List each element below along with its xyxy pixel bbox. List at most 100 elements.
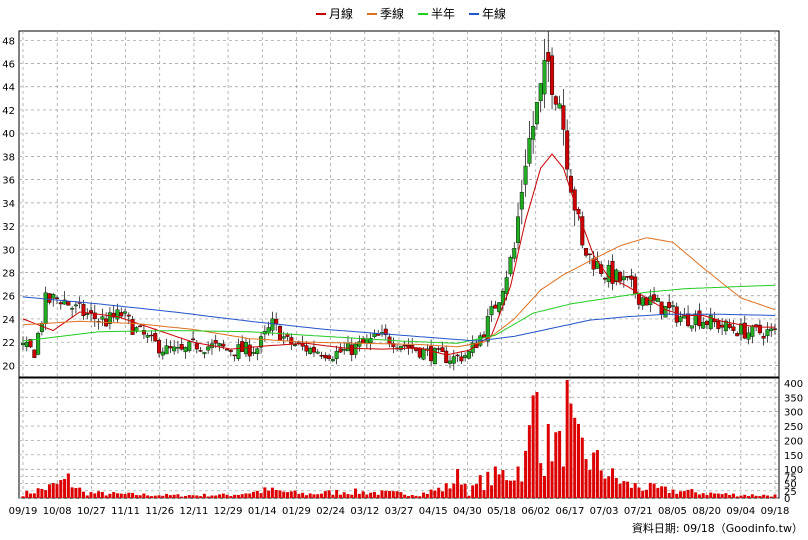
date-tick-label: 01/29	[282, 506, 311, 517]
volume-bar	[168, 495, 172, 498]
candle-body	[206, 346, 211, 351]
candle-body	[663, 306, 668, 318]
candle-body	[429, 346, 434, 362]
candle-body	[123, 311, 128, 314]
volume-bar	[599, 470, 603, 498]
candle-body	[126, 314, 131, 317]
volume-bar	[259, 493, 263, 498]
candle-body	[444, 350, 449, 364]
candle-body	[610, 260, 615, 284]
date-tick-label: 09/18	[761, 506, 790, 517]
volume-bar	[112, 492, 116, 498]
candle-body	[293, 344, 298, 347]
candle-body	[448, 360, 453, 364]
volume-bar	[531, 395, 535, 498]
volume-bar	[406, 496, 410, 498]
volume-bar	[149, 496, 153, 498]
volume-bar	[40, 488, 44, 498]
volume-bar	[403, 494, 407, 498]
candle-body	[485, 316, 490, 342]
candle-body	[149, 334, 154, 337]
candle-body	[553, 96, 558, 105]
candle-body	[527, 138, 532, 164]
volume-bar	[134, 495, 138, 498]
candle-body	[670, 305, 675, 307]
date-tick-label: 09/19	[9, 506, 38, 517]
volume-bar	[618, 483, 622, 498]
volume-bar	[603, 478, 607, 498]
candle-body	[436, 348, 441, 350]
candle-body	[534, 101, 539, 125]
volume-bar	[709, 492, 713, 498]
volume-bar	[682, 491, 686, 498]
candle-body	[421, 348, 426, 360]
candle-body	[323, 355, 328, 359]
candle-body	[274, 318, 279, 325]
volume-bar	[433, 490, 437, 498]
date-tick-label: 03/12	[350, 506, 379, 517]
candle-body	[58, 302, 63, 305]
candle-body	[191, 338, 196, 341]
volume-bar	[131, 492, 135, 498]
candle-body	[85, 313, 90, 315]
volume-bar	[376, 494, 380, 498]
date-tick-label: 11/11	[111, 506, 140, 517]
volume-bar	[663, 486, 667, 498]
volume-bar	[542, 475, 546, 498]
candle-body	[459, 356, 464, 362]
volume-bar	[369, 492, 373, 498]
candle-body	[228, 350, 233, 352]
volume-bar	[331, 494, 335, 498]
date-tick-label: 10/27	[77, 506, 106, 517]
volume-bar	[153, 495, 157, 498]
volume-bar	[51, 483, 55, 498]
volume-bar	[418, 496, 422, 498]
volume-bar	[354, 488, 358, 498]
volume-bar	[471, 485, 475, 498]
candle-body	[519, 192, 524, 210]
volume-bar	[327, 490, 331, 498]
candle-body	[251, 352, 256, 354]
volume-bar	[546, 423, 550, 498]
candle-body	[179, 344, 184, 350]
date-tick-label: 06/17	[555, 506, 584, 517]
volume-bar	[218, 494, 222, 498]
candle-body	[319, 355, 324, 357]
candle-body	[349, 344, 354, 355]
price-tick-label: 44	[2, 83, 15, 94]
volume-bar	[679, 491, 683, 498]
volume-bar	[754, 495, 758, 498]
volume-bar	[595, 450, 599, 498]
candle-body	[225, 349, 230, 351]
volume-bar	[580, 437, 584, 498]
volume-bar	[592, 452, 596, 498]
date-tick-label: 12/29	[214, 506, 243, 517]
candle-body	[89, 310, 94, 313]
candle-body	[463, 355, 468, 358]
candle-body	[451, 356, 456, 364]
volume-bar	[697, 494, 701, 498]
candle-body	[217, 343, 222, 347]
candle-body	[761, 335, 766, 339]
volume-bar	[391, 491, 395, 498]
volume-bar	[119, 493, 123, 498]
volume-bar	[380, 490, 384, 498]
volume-bar	[648, 482, 652, 498]
volume-bar	[255, 490, 259, 498]
volume-bar	[675, 493, 679, 498]
volume-tick-label: 50	[784, 480, 797, 491]
volume-bar	[312, 494, 316, 498]
volume-bar	[70, 487, 74, 498]
volume-bar	[346, 494, 350, 498]
volume-bar	[146, 495, 150, 498]
legend-label: 月線	[329, 6, 353, 21]
candle-body	[168, 346, 173, 349]
volume-bar	[81, 491, 85, 498]
volume-bar	[282, 491, 286, 498]
candle-body	[311, 346, 316, 353]
date-tick-label: 06/02	[521, 506, 550, 517]
volume-bar	[274, 489, 278, 498]
candle-body	[546, 52, 551, 62]
candle-body	[259, 336, 264, 348]
